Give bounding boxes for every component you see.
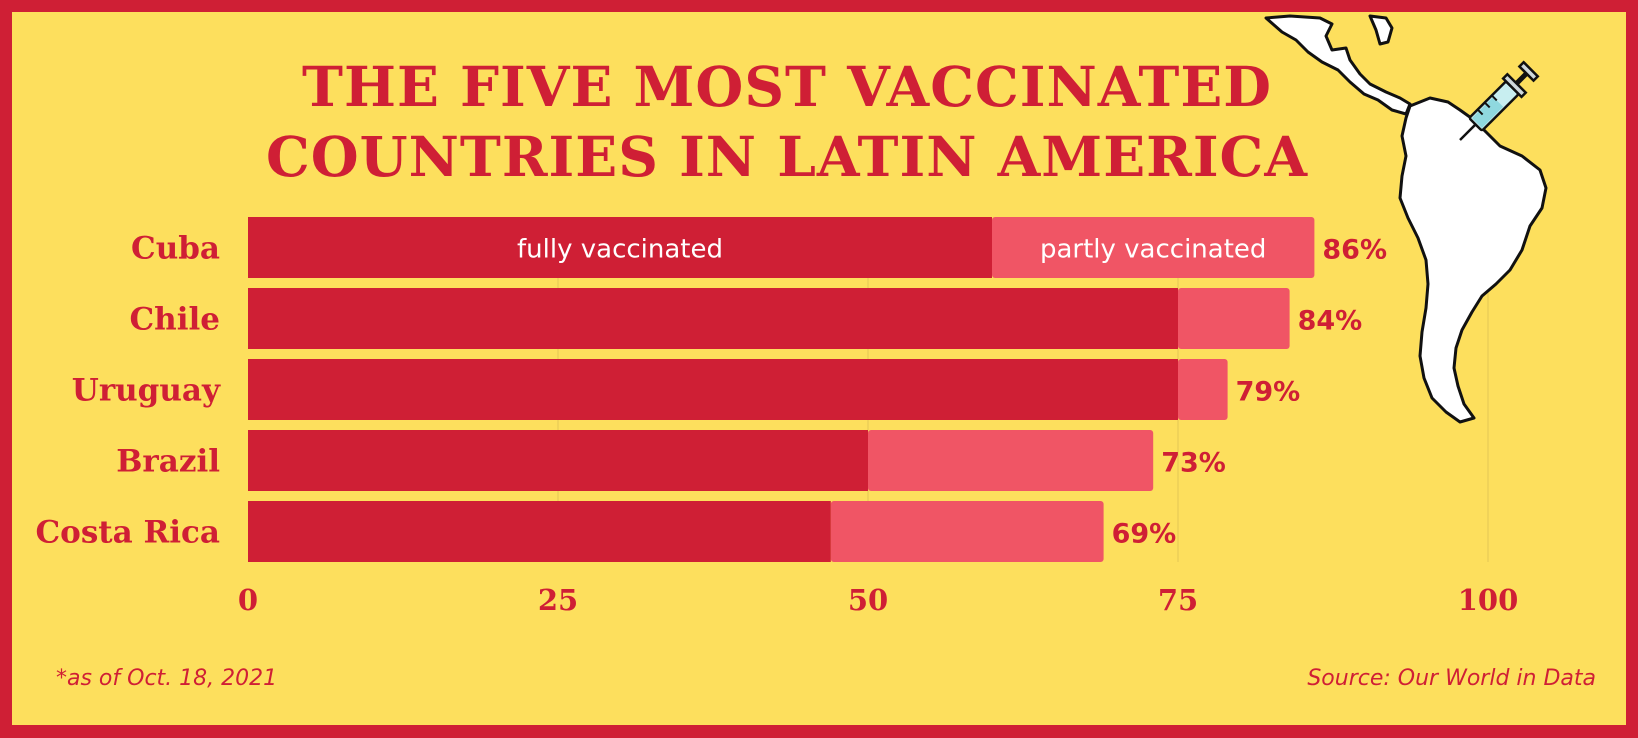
chart-title: THE FIVE MOST VACCINATED COUNTRIES IN LA… bbox=[252, 52, 1322, 192]
x-tick-label: 100 bbox=[1458, 583, 1519, 617]
category-label: Cuba bbox=[131, 231, 220, 267]
x-tick-label: 0 bbox=[238, 583, 258, 617]
bar-fully-vaccinated bbox=[248, 288, 1178, 349]
x-tick-label: 50 bbox=[848, 583, 888, 617]
total-label: 84% bbox=[1298, 306, 1363, 337]
category-label: Brazil bbox=[116, 444, 220, 480]
infographic-frame: THE FIVE MOST VACCINATED COUNTRIES IN LA… bbox=[12, 12, 1626, 725]
title-line-1: THE FIVE MOST VACCINATED bbox=[302, 54, 1272, 119]
bar-partly-vaccinated bbox=[830, 501, 1104, 562]
bar-fully-vaccinated bbox=[248, 359, 1178, 420]
total-label: 79% bbox=[1236, 377, 1301, 408]
total-label: 86% bbox=[1322, 235, 1387, 266]
bars bbox=[248, 217, 1315, 562]
bar-partly-vaccinated bbox=[1178, 288, 1290, 349]
category-label: Chile bbox=[130, 302, 221, 338]
title-line-2: COUNTRIES IN LATIN AMERICA bbox=[266, 124, 1308, 189]
legend-partly-vaccinated: partly vaccinated bbox=[1040, 235, 1266, 265]
category-label: Uruguay bbox=[72, 373, 221, 409]
source-note: Source: Our World in Data bbox=[1307, 666, 1596, 691]
category-label: Costa Rica bbox=[35, 515, 220, 551]
bar-partly-vaccinated bbox=[1178, 359, 1228, 420]
footnote: *as of Oct. 18, 2021 bbox=[56, 666, 278, 691]
bar-partly-vaccinated bbox=[992, 217, 1315, 278]
total-label: 69% bbox=[1112, 519, 1177, 550]
legend-fully-vaccinated: fully vaccinated bbox=[517, 235, 723, 265]
bar-fully-vaccinated bbox=[248, 430, 868, 491]
x-tick-label: 25 bbox=[538, 583, 578, 617]
latin-america-map-with-syringe-icon bbox=[1264, 14, 1548, 424]
bar-fully-vaccinated bbox=[248, 217, 992, 278]
x-tick-label: 75 bbox=[1158, 583, 1198, 617]
bar-fully-vaccinated bbox=[248, 501, 831, 562]
total-label: 73% bbox=[1161, 448, 1226, 479]
bar-chart: Cuba 86% fully vaccinated partly vaccinated… bbox=[35, 217, 1518, 618]
bar-partly-vaccinated bbox=[868, 430, 1154, 491]
labels: Cuba 86% fully vaccinated partly vaccinated… bbox=[35, 231, 1518, 618]
